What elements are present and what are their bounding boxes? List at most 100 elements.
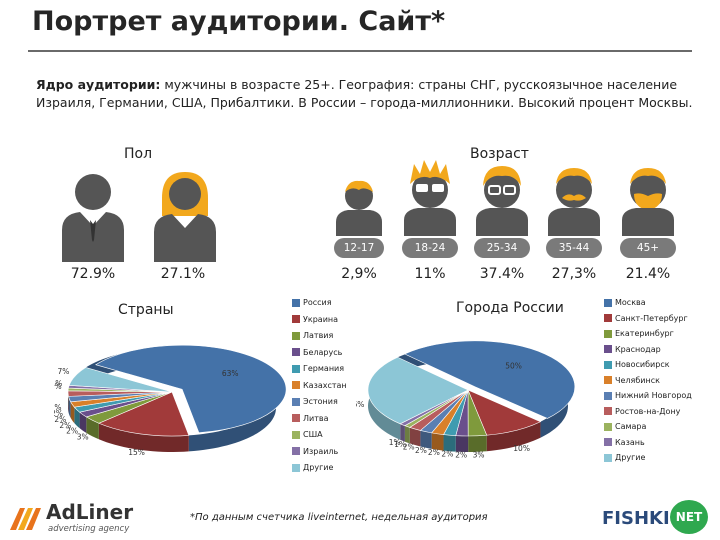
legend-label: Казахстан [303, 380, 347, 390]
cities-heading: Города России [456, 300, 564, 316]
pie-label-Эстония: 2% [54, 409, 63, 418]
legend-swatch [604, 314, 612, 322]
pie-slice-Другие [68, 367, 173, 393]
legend-item: Самара [604, 422, 646, 432]
legend-item: Другие [604, 453, 645, 463]
pie-label-Санкт-Петербург: 10% [513, 444, 530, 453]
pie-label-Казань: 1% [389, 438, 401, 447]
pie-side-Латвия [86, 416, 99, 440]
legend-label: Латвия [303, 331, 334, 340]
pie-label-Германия: 2% [59, 421, 71, 430]
legend-swatch [292, 298, 300, 307]
legend-label: Ростов-на-Дону [615, 406, 681, 416]
age-45-plus-person-icon [622, 168, 674, 236]
age-pct-12-17: 2,9% [341, 266, 377, 282]
page-title: Портрет аудитории. Сайт* [32, 6, 446, 37]
legend-swatch [292, 447, 300, 455]
legend-item: Новосибирск [604, 360, 670, 370]
legend-label: Беларусь [303, 347, 343, 357]
legend-swatch [292, 364, 300, 373]
female-person-icon [154, 172, 216, 262]
legend-label: Украина [303, 314, 339, 324]
pie-label-Москва: 50% [505, 362, 522, 371]
legend-swatch [292, 414, 300, 422]
legend-swatch [604, 298, 612, 307]
legend-item: Москва [604, 298, 646, 308]
pie-side-Екатеринбург [468, 435, 487, 452]
legend-item: Другие [292, 463, 333, 473]
legend-label: Казань [615, 437, 645, 447]
pie-slice-Украина [98, 391, 190, 437]
legend-item: Украина [292, 315, 338, 325]
legend-label: Новосибирск [615, 360, 670, 369]
pie-label-Литва: 2% [54, 403, 62, 412]
fishki-logo: FISHKI NET [598, 498, 714, 538]
legend-label: США [303, 430, 323, 439]
age-range-45-plus: 45+ [620, 238, 676, 258]
pie-slice-Москва [404, 340, 576, 419]
male-person-icon [62, 174, 124, 262]
pie-label-Израиль: 1% [54, 379, 62, 388]
legend-label: Другие [303, 463, 334, 472]
age-heading: Возраст [470, 146, 529, 162]
cities-pie-chart: 50%10%3%2%2%2%2%2%1%1%26% [356, 340, 576, 459]
pie-side-Казань [400, 423, 405, 442]
legend-item: США [292, 430, 323, 440]
legend-swatch [604, 391, 612, 400]
pie-side-Нижний Новгород [420, 430, 432, 449]
legend-item: Израиль [292, 447, 338, 457]
pie-slice-Другие [367, 356, 469, 425]
pie-label-Нижний Новгород: 2% [415, 446, 427, 455]
adliner-name: AdLiner [46, 500, 134, 524]
age-35-44-person-icon [548, 168, 600, 236]
audience-core-description: мужчины в возрасте 25+. География: стран… [36, 77, 693, 110]
pie-label-Украина: 15% [128, 448, 145, 457]
pie-side-Ростов-на-Дону [409, 427, 421, 447]
fishki-name: FISHKI [602, 508, 670, 529]
age-range-25-34: 25-34 [474, 238, 530, 258]
pie-label-Другие: 26% [356, 400, 364, 409]
legend-label: Челябинск [615, 375, 660, 385]
pie-label-Латвия: 3% [77, 433, 89, 442]
pie-label-Челябинск: 2% [428, 448, 440, 457]
pie-label-Новосибирск: 2% [441, 450, 453, 459]
legend-label: Екатеринбург [615, 329, 674, 338]
age-range-35-44: 35-44 [546, 238, 602, 258]
legend-label: Эстония [303, 397, 338, 406]
pie-side-Германия [74, 407, 80, 429]
legend-item: Казань [604, 438, 645, 448]
legend-swatch [604, 422, 612, 431]
legend-label: Санкт-Петербург [615, 313, 688, 323]
fishki-net-badge: NET [670, 500, 708, 534]
title-divider [28, 50, 692, 52]
legend-swatch [292, 348, 300, 356]
age-25-34-person-icon [476, 166, 528, 236]
legend-swatch [604, 360, 612, 369]
male-percent: 72.9% [70, 266, 116, 282]
audience-core-label: Ядро аудитории: [36, 77, 161, 92]
legend-label: Россия [303, 298, 332, 307]
legend-item: Екатеринбург [604, 329, 674, 339]
legend-item: Казахстан [292, 381, 347, 391]
pie-label-Ростов-на-Дону: 2% [403, 443, 415, 452]
legend-item: Санкт-Петербург [604, 314, 688, 324]
legend-label: Нижний Новгород [615, 391, 692, 400]
legend-swatch [604, 438, 612, 446]
audience-core-text: Ядро аудитории: мужчины в возрасте 25+. … [36, 76, 696, 112]
legend-swatch [292, 397, 300, 406]
pie-label-Беларусь: 2% [66, 426, 78, 435]
pie-label-США: 1% [54, 382, 62, 391]
pie-label-Другие: 7% [58, 367, 70, 376]
legend-swatch [292, 381, 300, 389]
legend-swatch [604, 376, 612, 384]
legend-swatch [604, 345, 612, 353]
legend-swatch [292, 315, 300, 323]
age-pct-45-plus: 21.4% [625, 266, 671, 282]
pie-side-Новосибирск [443, 434, 456, 452]
legend-item: Литва [292, 414, 329, 424]
legend-label: Литва [303, 413, 329, 423]
pie-side-Самара [404, 425, 410, 444]
legend-label: Израиль [303, 446, 339, 456]
adliner-tagline: advertising agency [48, 524, 130, 534]
adliner-logo: AdLiner advertising agency [8, 500, 148, 536]
